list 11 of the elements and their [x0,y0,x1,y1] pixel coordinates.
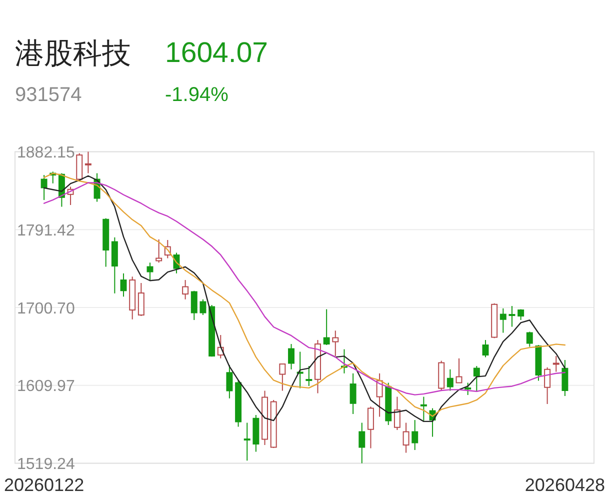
y-tick-label: 1700.70 [17,300,75,318]
x-tick-label: 20260428 [524,475,605,495]
x-tick-label: 20260122 [4,475,84,495]
y-tick-label: 1519.24 [17,456,75,474]
title: 港股科技 [15,38,131,70]
annotation: 1604.07 [165,37,268,69]
y-tick-label: 1609.97 [17,378,75,396]
y-tick-label: 1791.42 [17,222,75,240]
annotation: -1.94% [165,84,228,106]
y-tick-label: 1882.15 [17,144,75,162]
subtitle: 931574 [15,84,82,106]
